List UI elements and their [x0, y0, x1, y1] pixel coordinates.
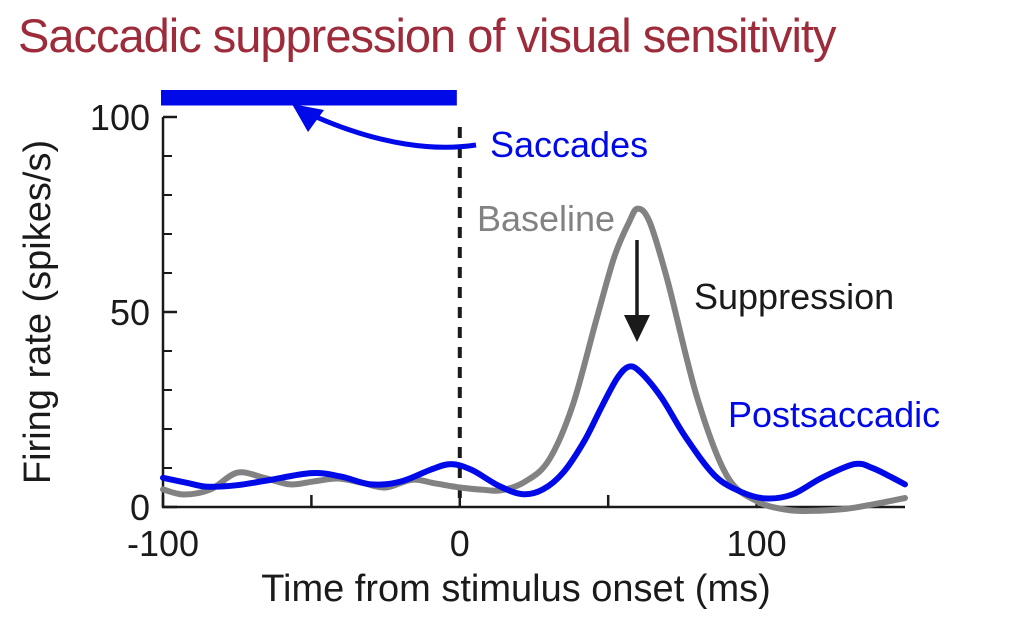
baseline-label: Baseline: [477, 198, 615, 239]
x-tick-label: 100: [727, 523, 787, 564]
saccades-label: Saccades: [490, 124, 648, 165]
y-axis-title: Firing rate (spikes/s): [17, 140, 59, 484]
page-title: Saccadic suppression of visual sensitivi…: [18, 9, 836, 62]
saccade-arrow: [292, 104, 477, 150]
saccade-arrow-shaft: [312, 113, 477, 150]
x-tick-label: 0: [450, 523, 470, 564]
saccade-arrowhead-icon: [292, 104, 324, 132]
x-ticks: -100 0 100: [127, 495, 787, 564]
y-tick-label: 0: [130, 487, 150, 528]
x-tick-label: -100: [127, 523, 199, 564]
suppression-arrowhead-icon: [624, 315, 650, 342]
y-tick-label: 100: [90, 97, 150, 138]
suppression-label: Suppression: [694, 276, 894, 317]
y-tick-label: 50: [110, 292, 150, 333]
y-ticks: 0 50 100: [90, 97, 177, 528]
baseline-curve: [160, 205, 908, 515]
postsaccadic-label: Postsaccadic: [728, 394, 940, 435]
postsaccadic-curve: [160, 363, 908, 502]
saccade-bar: [161, 90, 457, 106]
x-axis-title: Time from stimulus onset (ms): [261, 568, 771, 610]
suppression-arrow: [624, 240, 650, 342]
